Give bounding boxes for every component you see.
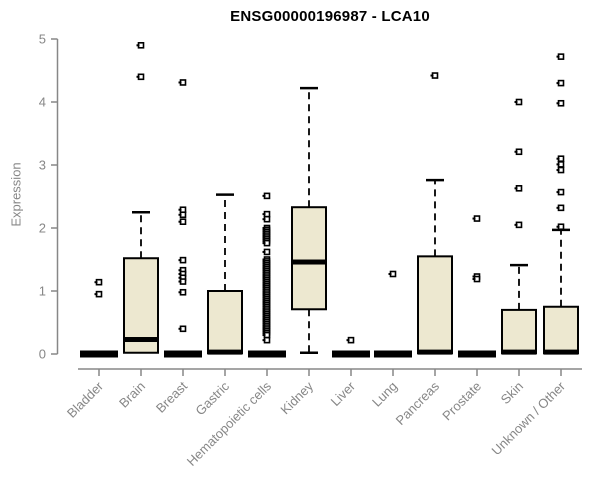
outlier-tick — [556, 225, 560, 228]
x-tick-label: Unknown / Other — [489, 378, 569, 458]
box-kidney — [291, 206, 327, 311]
y-tick-label: 4 — [39, 95, 46, 110]
outlier-tick — [556, 206, 560, 209]
median-line — [208, 349, 242, 355]
outlier-tick — [94, 281, 98, 284]
outlier-tick — [472, 278, 476, 281]
outlier-tick — [178, 272, 182, 275]
median-line — [418, 349, 452, 355]
outlier-tick — [178, 220, 182, 223]
outlier-tick — [178, 81, 182, 84]
outlier-tick — [388, 272, 392, 275]
box-breast-collapsed — [164, 350, 202, 358]
box-brain — [123, 257, 159, 354]
outlier-tick — [178, 269, 182, 272]
outlier-tick — [556, 102, 560, 105]
outlier-tick — [262, 213, 266, 216]
x-tick-label: Gastric — [192, 378, 232, 418]
outlier-tick — [262, 339, 266, 342]
box-skin — [501, 308, 537, 355]
outlier-tick — [262, 218, 266, 221]
outlier-tick — [514, 101, 518, 103]
y-tick-label: 5 — [39, 32, 46, 47]
outlier-tick — [178, 276, 182, 279]
outlier-tick — [178, 213, 182, 216]
outlier-tick — [178, 208, 182, 211]
x-tick-label: Breast — [153, 378, 190, 415]
outlier-tick — [430, 74, 434, 77]
outlier-tick — [514, 150, 518, 153]
x-tick-label: Lung — [369, 379, 400, 410]
outlier-tick — [472, 217, 476, 220]
median-line — [292, 259, 326, 265]
outlier-tick — [556, 82, 560, 85]
chart-title: ENSG00000196987 - LCA10 — [230, 8, 430, 25]
box-prostate-collapsed — [458, 350, 496, 358]
outlier-tick — [94, 293, 98, 296]
box-bladder-collapsed — [80, 350, 118, 358]
outlier-tick — [556, 191, 560, 194]
median-line — [124, 337, 158, 343]
x-tick-label: Skin — [498, 379, 526, 407]
outlier-tick — [262, 194, 266, 197]
outlier-tick — [514, 187, 518, 190]
box-gastric — [207, 290, 243, 355]
x-tick-label: Liver — [328, 378, 359, 409]
y-tick-label: 0 — [39, 347, 46, 362]
outlier-tick — [178, 259, 182, 262]
box-pancreas — [417, 255, 453, 355]
x-tick-label: Kidney — [277, 378, 316, 417]
outlier-tick — [556, 157, 560, 160]
y-tick-label: 3 — [39, 158, 46, 173]
x-tick-label: Prostate — [439, 379, 484, 424]
outlier-tick — [556, 163, 560, 166]
median-line — [544, 349, 578, 355]
box-liver-collapsed — [332, 350, 370, 358]
x-tick-label: Pancreas — [393, 378, 443, 428]
outlier-tick — [556, 169, 560, 172]
outlier-tick — [346, 339, 350, 342]
y-tick-label: 2 — [39, 221, 46, 236]
x-tick-label: Bladder — [64, 378, 107, 421]
box-hematopoietic-cells-collapsed — [248, 350, 286, 358]
outlier-tick — [262, 242, 266, 245]
outlier-tick — [514, 223, 518, 226]
outlier-tick — [556, 55, 560, 58]
outlier-tick — [178, 291, 182, 294]
x-tick-label: Brain — [116, 379, 148, 411]
outlier-tick — [262, 334, 266, 337]
median-line — [502, 349, 536, 355]
y-tick-label: 1 — [39, 284, 46, 299]
outlier-tick — [262, 250, 266, 253]
outlier-tick — [178, 327, 182, 330]
outlier-tick — [136, 44, 140, 47]
outlier-tick — [136, 75, 140, 78]
box-lung-collapsed — [374, 350, 412, 358]
box-unknown-other — [543, 305, 579, 355]
outlier-tick — [178, 280, 182, 283]
